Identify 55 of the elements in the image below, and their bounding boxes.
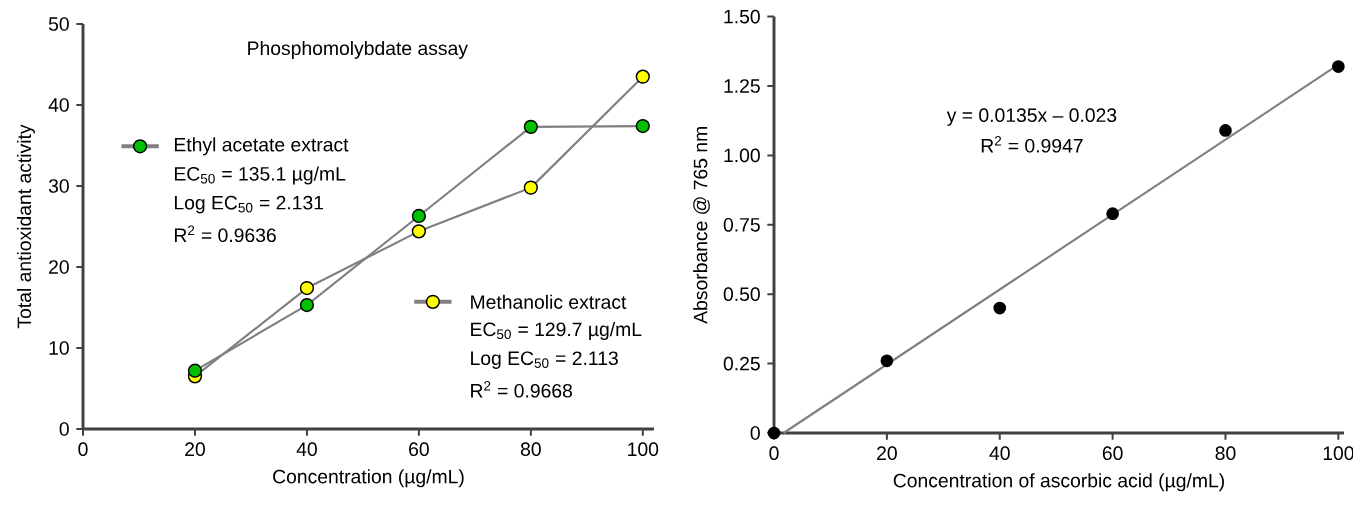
x-tick-label: 60	[1102, 446, 1123, 461]
annotation: R$^{2}$ = 0.9636	[174, 225, 276, 243]
annotation: y = 0.0135x – 0.023	[946, 108, 1117, 126]
x-tick-label: 20	[877, 446, 897, 461]
y-tick-label: 30	[48, 179, 69, 193]
point	[1332, 60, 1345, 73]
y-axis-title: Total antioxidant activity	[16, 124, 35, 329]
y-tick-label: 1.25	[724, 79, 760, 93]
x-tick-label: 60	[409, 442, 429, 457]
annotation: R$^{2}$ = 0.9668	[471, 381, 572, 398]
y-tick-label: 50	[48, 17, 69, 31]
x-tick-label: 100	[628, 442, 659, 457]
point	[187, 363, 203, 378]
y-axis-title: Absorbance @ 765 nm	[693, 127, 710, 324]
x-axis-title: Concentration (µg/mL)	[273, 469, 464, 488]
text: Phosphomolybdate assay	[248, 40, 468, 59]
x-tick-label: 40	[296, 442, 317, 457]
point	[1106, 207, 1119, 221]
y-tick-label: 20	[49, 260, 69, 274]
point	[299, 297, 315, 313]
x-tick-label: 20	[185, 442, 205, 457]
annotation: Log EC$_{50}$ = 2.113	[471, 351, 618, 369]
y-tick-label: 0.50	[723, 287, 760, 302]
annotation: Log EC$_{50}$ = 2.131	[174, 195, 324, 214]
point	[993, 301, 1007, 315]
x-tick-label: 0	[78, 442, 88, 457]
point	[299, 280, 315, 296]
y-tick-label: 10	[49, 341, 69, 355]
x-tick-label: 0	[769, 446, 779, 461]
point	[523, 119, 538, 135]
point	[523, 180, 538, 195]
annotation: EC$_{50}$ = 129.7 µg/mL	[471, 321, 642, 340]
y-tick-label: 40	[48, 98, 69, 112]
x-tick-label: 40	[989, 446, 1010, 461]
point	[635, 118, 650, 134]
point	[411, 208, 427, 224]
annotation: EC$_{50}$ = 135.1 µg/mL	[174, 166, 346, 185]
x-tick-label: 80	[1215, 446, 1236, 461]
point	[635, 69, 650, 84]
legend-label: Methanolic extract	[471, 294, 627, 309]
annotation: R$^{2}$ = 0.9947	[981, 135, 1083, 153]
point	[411, 224, 427, 239]
y-tick-label: 1.50	[724, 9, 760, 24]
point	[1219, 124, 1232, 137]
y-tick-label: 0	[59, 422, 69, 436]
y-tick-label: 0.75	[723, 217, 760, 232]
y-tick-label: 0.25	[723, 356, 760, 371]
x-tick-label: 80	[520, 442, 541, 457]
point	[880, 354, 894, 368]
point	[767, 426, 781, 440]
legend-label: Ethyl acetate extract	[174, 137, 349, 156]
x-axis-title: Concentration of ascorbic acid (µg/mL)	[893, 473, 1224, 492]
x-tick-label: 100	[1323, 446, 1353, 461]
y-tick-label: 1.00	[724, 148, 760, 163]
y-tick-label: 0	[750, 426, 760, 440]
